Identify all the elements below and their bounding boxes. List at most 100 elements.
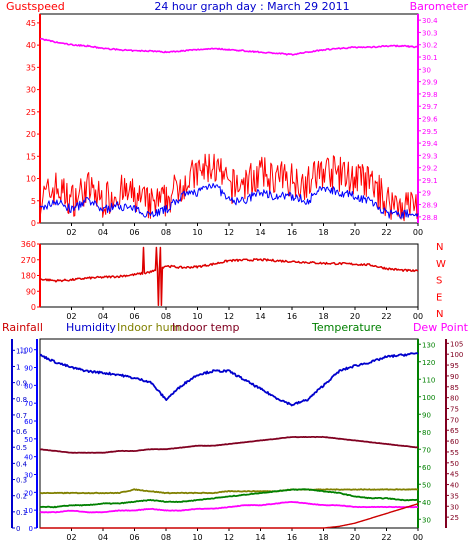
right2-axis-tick-label: 105 <box>450 340 463 348</box>
baro-axis-tick-label: 30.4 <box>422 17 438 25</box>
baro-legend-label: Barometer <box>410 0 469 13</box>
temp-panel-x-tick-label: 04 <box>98 533 108 542</box>
right2-axis-tick-label: 70 <box>450 416 459 424</box>
gust-axis-tick-label: 40 <box>26 41 36 50</box>
indoor-hum-series-line <box>39 488 418 495</box>
winddir-panel-x-tick-label: 18 <box>318 312 328 321</box>
right2-axis-tick-label: 90 <box>450 373 459 381</box>
right2-axis-tick-label: 60 <box>450 438 459 446</box>
winddir-panel-x-tick-label: 08 <box>161 312 171 321</box>
compass-label-n: N <box>436 242 443 253</box>
temp-axis-tick-label: 40 <box>422 499 431 507</box>
winddir-panel-x-tick-label: 10 <box>192 312 202 321</box>
humidity-legend-label: Humidity <box>66 321 116 334</box>
temp-panel-x-tick-label: 14 <box>255 533 265 542</box>
wind-panel-x-tick-label: 20 <box>350 228 360 237</box>
rain-axis-tick-label: 1.1 <box>16 347 27 355</box>
right2-axis-tick-label: 25 <box>450 514 459 522</box>
baro-axis-tick-label: 29.7 <box>422 103 438 111</box>
wind-panel-x-tick-label: 16 <box>287 228 297 237</box>
baro-axis-tick-label: 30.1 <box>422 54 438 62</box>
rain-axis-tick-label: 0.2 <box>16 493 27 501</box>
dewpoint-legend-label: Dew Point <box>413 321 469 334</box>
wind-panel-plot-frame <box>39 13 419 224</box>
temp-axis-tick-label: 90 <box>422 411 431 419</box>
winddir-axis-tick-label: 90 <box>26 287 36 296</box>
right2-axis-tick-label: 75 <box>450 406 459 414</box>
winddir-panel-x-tick-label: 20 <box>350 312 360 321</box>
wind-panel-x-tick-label: 12 <box>224 228 234 237</box>
temp-axis-tick-label: 100 <box>422 394 435 402</box>
baro-axis-tick-label: 29.3 <box>422 152 438 160</box>
compass-label-w: W <box>436 259 446 270</box>
temp-panel-x-tick-label: 20 <box>350 533 360 542</box>
temp-axis-tick-label: 130 <box>422 341 435 349</box>
hum-axis-tick-label: 100 <box>20 347 33 355</box>
baro-axis-tick-label: 29.6 <box>422 116 438 124</box>
temp-panel-x-tick-label: 10 <box>192 533 202 542</box>
gust-axis-tick-label: 25 <box>26 108 36 117</box>
right2-axis-tick-label: 95 <box>450 362 459 370</box>
right2-axis-tick-label: 80 <box>450 395 459 403</box>
temp-panel-x-tick-label: 18 <box>318 533 328 542</box>
winddir-panel-x-tick-label: 14 <box>255 312 265 321</box>
temperature-legend-label: Temperature <box>311 321 382 334</box>
temp-panel-x-tick-label: 00 <box>413 533 423 542</box>
right2-axis-tick-label: 85 <box>450 384 459 392</box>
baro-axis-tick-label: 29 <box>422 189 431 197</box>
winddir-panel-x-tick-label: 02 <box>66 312 76 321</box>
winddir-axis-tick-label: 270 <box>21 256 36 265</box>
wind-panel-x-tick-label: 14 <box>255 228 265 237</box>
wind-panel-x-tick-label: 08 <box>161 228 171 237</box>
baro-axis-tick-label: 30 <box>422 66 431 74</box>
gust-axis-tick-label: 30 <box>26 86 36 95</box>
baro-axis-tick-label: 29.2 <box>422 165 438 173</box>
gust-axis-tick-label: 5 <box>31 197 36 206</box>
gust-axis-tick-label: 0 <box>31 219 36 228</box>
rain-axis-tick-label: 0.4 <box>16 460 28 468</box>
temp-panel-x-tick-label: 12 <box>224 533 234 542</box>
baro-axis-tick-label: 29.8 <box>422 91 438 99</box>
gust-axis-tick-label: 10 <box>26 175 36 184</box>
temp-panel-x-tick-label: 06 <box>129 533 139 542</box>
indoor-hum-legend-label: Indoor hum <box>117 321 180 334</box>
baro-axis-tick-label: 28.9 <box>422 202 438 210</box>
right2-axis-tick-label: 55 <box>450 449 459 457</box>
rain-axis-tick-label: 0.6 <box>16 428 28 436</box>
baro-axis-tick-label: 29.5 <box>422 128 438 136</box>
temp-axis-tick-label: 30 <box>422 516 431 524</box>
wind-panel-x-tick-label: 02 <box>66 228 76 237</box>
winddir-axis-tick-label: 0 <box>31 303 36 312</box>
hum-axis-tick-label: 0 <box>29 525 33 533</box>
gust-axis-tick-label: 35 <box>26 63 36 72</box>
baro-axis-tick-label: 29.1 <box>422 177 438 185</box>
winddir-panel-x-tick-label: 06 <box>129 312 139 321</box>
temp-axis-tick-label: 120 <box>422 359 435 367</box>
winddir-panel-plot-frame <box>39 243 419 308</box>
hum-axis-tick-label: 30 <box>24 472 33 480</box>
hum-axis-tick-label: 40 <box>24 454 33 462</box>
rain-axis-tick-label: 0 <box>16 525 20 533</box>
hum-axis-tick-label: 80 <box>24 382 33 390</box>
wind-panel-x-tick-label: 18 <box>318 228 328 237</box>
dewpoint-series-line <box>39 500 419 514</box>
hum-axis-tick-label: 50 <box>24 436 33 444</box>
rain-axis-tick-label: 1 <box>16 363 20 371</box>
temp-axis-tick-label: 50 <box>422 481 431 489</box>
page-title: 24 hour graph day : March 29 2011 <box>154 0 349 13</box>
rain-axis-tick-label: 0.3 <box>16 477 27 485</box>
baro-axis-tick-label: 30.2 <box>422 42 438 50</box>
winddir-panel-x-tick-label: 16 <box>287 312 297 321</box>
hum-axis-tick-label: 60 <box>24 418 33 426</box>
hum-axis-tick-label: 20 <box>24 489 33 497</box>
temp-axis-tick-label: 60 <box>422 464 431 472</box>
winddir-axis-tick-label: 180 <box>21 272 36 281</box>
winddir-series-line <box>39 246 419 307</box>
indoor-temp-legend-label: Indoor temp <box>172 321 239 334</box>
rain-axis-tick-label: 0.9 <box>16 380 27 388</box>
compass-label-s: S <box>436 276 442 287</box>
wind-panel-x-tick-label: 00 <box>413 228 423 237</box>
gust-series-line <box>39 153 419 222</box>
